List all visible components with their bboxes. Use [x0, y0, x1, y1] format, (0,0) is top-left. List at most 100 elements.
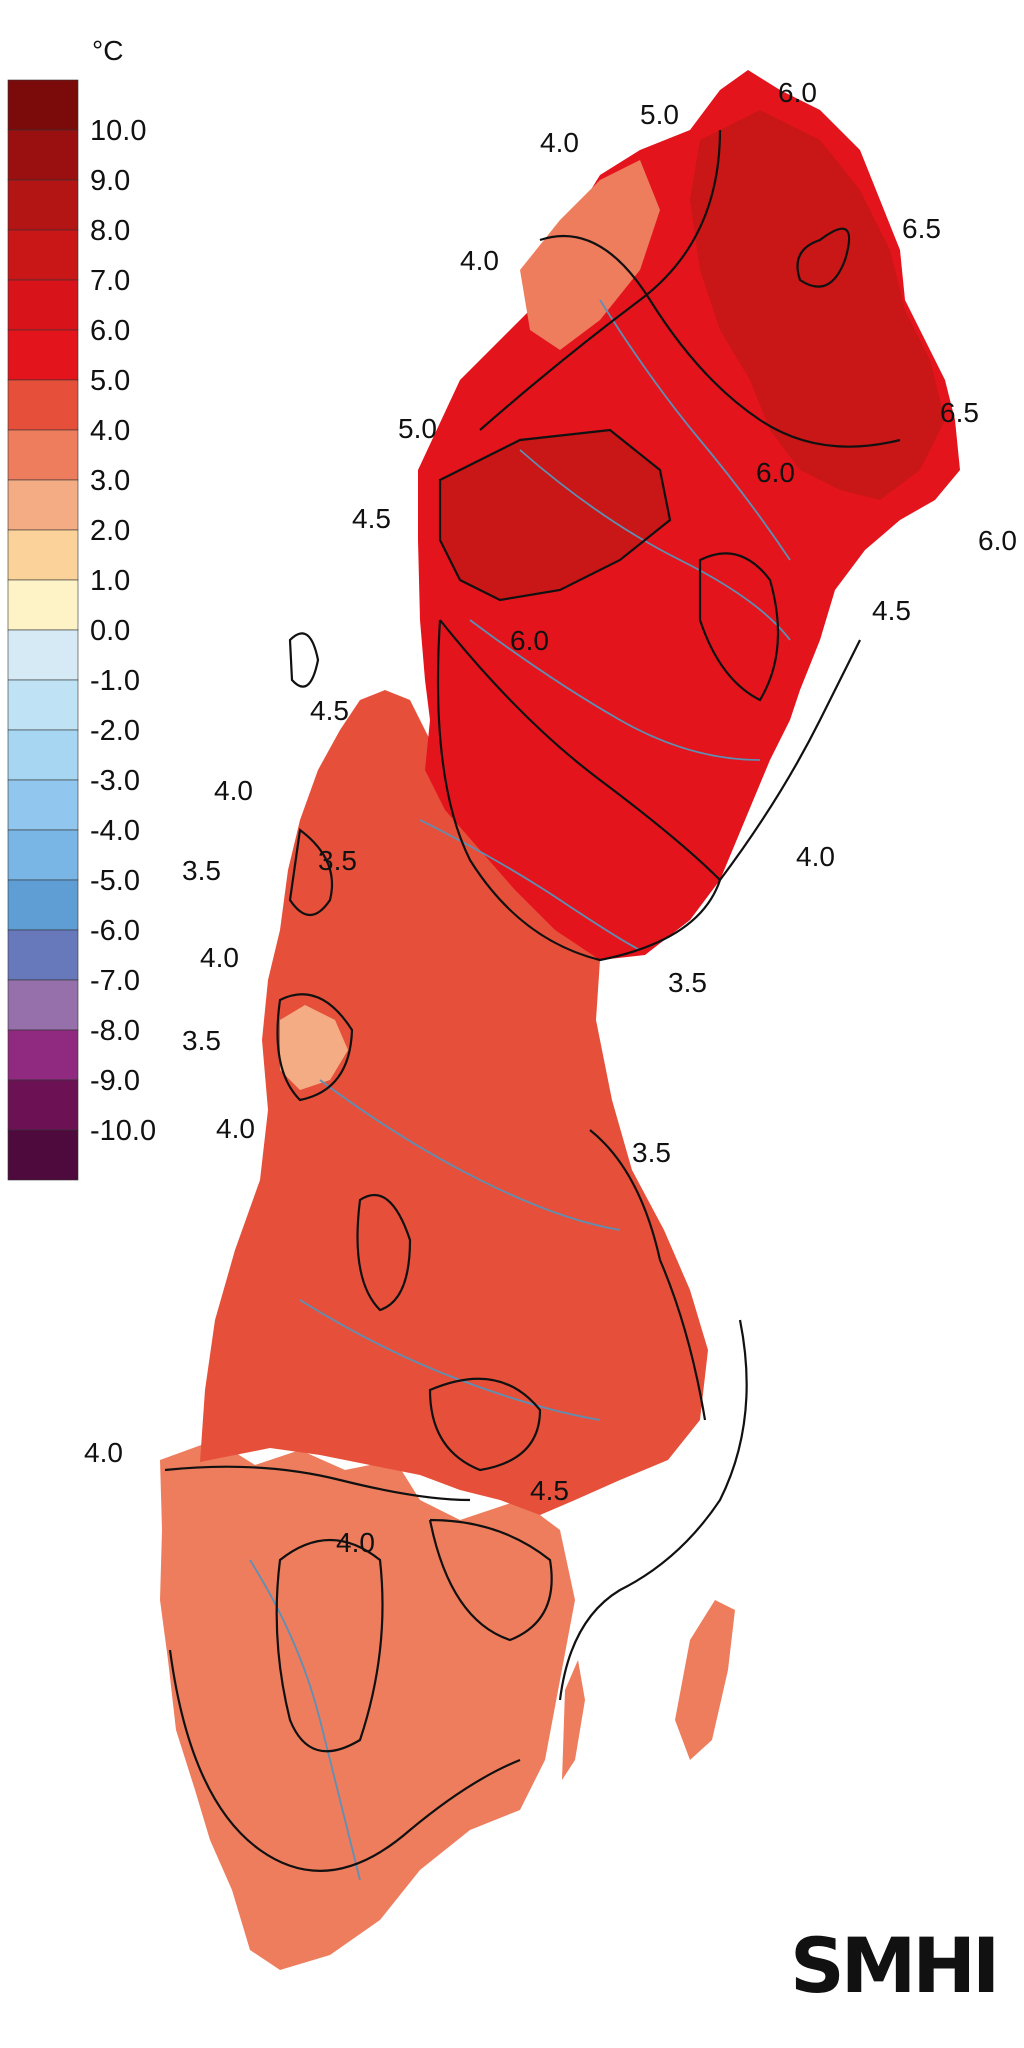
legend-label: 1.0	[90, 565, 130, 597]
legend-swatch	[7, 729, 79, 781]
contour-label: 4.0	[84, 1437, 123, 1468]
contour-line	[288, 828, 334, 917]
north-west-orange	[520, 160, 660, 350]
contour-label: 5.0	[398, 413, 437, 444]
legend-label: 10.0	[90, 115, 146, 147]
legend-swatch	[7, 529, 79, 581]
legend-label: 4.0	[90, 415, 130, 447]
smhi-logo: SMHI	[790, 1921, 996, 2010]
contour-line	[164, 1465, 471, 1502]
contour-label: 4.0	[460, 245, 499, 276]
contour-line	[288, 632, 320, 688]
legend-label: 5.0	[90, 365, 130, 397]
river	[599, 299, 791, 561]
legend-swatch	[7, 1129, 79, 1181]
contour-label: 4.0	[200, 942, 239, 973]
contour-line	[436, 619, 722, 962]
contour-label: 5.0	[640, 99, 679, 130]
legend-swatch	[7, 429, 79, 481]
temperature-legend: °C 10.0 9.0 8.0 7.0 6.0 5.0 4.0 3.0 2.0 1.0 0.0 -1.…	[7, 35, 156, 1181]
legend-label: -9.0	[90, 1065, 140, 1097]
contour-line	[428, 1518, 553, 1642]
contour-label: 3.5	[182, 855, 221, 886]
legend-label: -10.0	[90, 1115, 156, 1147]
legend-swatch	[7, 929, 79, 981]
legend-label: -4.0	[90, 815, 140, 847]
legend-swatch	[7, 679, 79, 731]
legend-label: 8.0	[90, 215, 130, 247]
legend-swatch	[7, 229, 79, 281]
contour-labels: 6.0 5.0 4.0 6.5 4.0 6.5 5.0 6.0 4.5 6.0 6.0 4.5 4.5 4…	[84, 77, 1017, 1558]
contour-line	[698, 552, 780, 702]
contour-label: 6.5	[940, 397, 979, 428]
legend-label: -5.0	[90, 865, 140, 897]
river	[519, 449, 791, 641]
legend-swatch	[7, 379, 79, 431]
contour-line	[438, 428, 672, 602]
legend-swatch	[7, 129, 79, 181]
contour-line	[356, 1194, 412, 1312]
contour-label: 3.5	[182, 1025, 221, 1056]
legend-swatch	[7, 79, 79, 131]
legend-unit: °C	[92, 35, 123, 66]
land-mid	[200, 690, 708, 1515]
contours	[164, 129, 901, 1872]
contour-line	[589, 1129, 707, 1421]
legend-label: -6.0	[90, 915, 140, 947]
contour-label: 4.0	[214, 775, 253, 806]
land-south	[160, 1440, 575, 1970]
legend-label: 0.0	[90, 615, 130, 647]
contour-line	[796, 227, 851, 288]
legend-label: 7.0	[90, 265, 130, 297]
contour-line	[275, 1539, 384, 1753]
contour-label: 4.5	[530, 1475, 569, 1506]
river	[469, 619, 761, 761]
contour-label: 4.0	[796, 841, 835, 872]
legend-label: -7.0	[90, 965, 140, 997]
legend-swatch	[7, 979, 79, 1031]
legend-swatch	[7, 629, 79, 681]
contour-label: 6.0	[510, 625, 549, 656]
contour-label: 4.0	[540, 127, 579, 158]
legend-label: 2.0	[90, 515, 130, 547]
legend-swatches	[7, 79, 79, 1181]
contour-line	[276, 993, 354, 1102]
legend-swatch	[7, 1029, 79, 1081]
contour-label: 4.0	[336, 1527, 375, 1558]
contour-line	[558, 1319, 748, 1701]
contour-label: 4.5	[310, 695, 349, 726]
contour-label: 3.5	[318, 845, 357, 876]
legend-labels: 10.0 9.0 8.0 7.0 6.0 5.0 4.0 3.0 2.0 1.0 0.0 -1.0 -2…	[90, 115, 156, 1147]
legend-swatch	[7, 829, 79, 881]
far-north-patch	[690, 110, 945, 500]
contour-label: 6.0	[756, 457, 795, 488]
contour-line	[719, 639, 861, 881]
legend-label: 9.0	[90, 165, 130, 197]
contour-label: 3.5	[632, 1137, 671, 1168]
light-patch	[280, 1005, 348, 1090]
legend-swatch	[7, 479, 79, 531]
contour-label: 6.5	[902, 213, 941, 244]
river	[319, 1079, 621, 1231]
contour-line	[479, 129, 722, 431]
contour-label: 4.0	[216, 1113, 255, 1144]
legend-label: 3.0	[90, 465, 130, 497]
legend-label: -1.0	[90, 665, 140, 697]
north-dark-patch	[440, 430, 670, 600]
legend-swatch	[7, 879, 79, 931]
legend-swatch	[7, 779, 79, 831]
legend-label: -3.0	[90, 765, 140, 797]
contour-label: 6.0	[978, 525, 1017, 556]
oland	[562, 1660, 585, 1780]
legend-label: 6.0	[90, 315, 130, 347]
contour-line	[428, 1377, 542, 1472]
contour-label: 6.0	[778, 77, 817, 108]
contour-label: 4.5	[872, 595, 911, 626]
contour-line	[168, 1649, 521, 1872]
contour-label: 4.5	[352, 503, 391, 534]
legend-label: -8.0	[90, 1015, 140, 1047]
legend-swatch	[7, 1079, 79, 1131]
gotland	[675, 1600, 735, 1760]
legend-label: -2.0	[90, 715, 140, 747]
